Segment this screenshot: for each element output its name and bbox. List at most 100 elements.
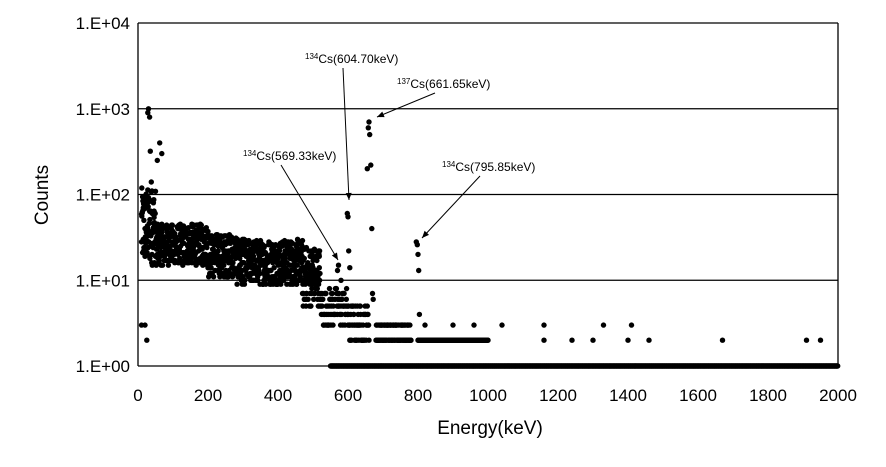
data-point — [159, 150, 165, 157]
data-point — [364, 303, 370, 309]
data-point — [217, 274, 223, 280]
data-point — [369, 290, 376, 297]
y-tick-label: 1.E+02 — [76, 186, 130, 205]
data-point — [242, 277, 248, 283]
data-point — [316, 248, 323, 254]
data-point — [261, 243, 268, 249]
annotation-arrowhead — [422, 230, 429, 238]
x-tick-label: 1200 — [539, 386, 577, 405]
peak-annotation-label: 137Cs(661.65keV) — [397, 77, 490, 91]
data-point — [147, 148, 153, 154]
data-point — [367, 131, 373, 138]
annotation-arrowhead — [377, 111, 385, 118]
data-point — [177, 255, 183, 262]
data-point — [311, 246, 318, 252]
data-point — [541, 337, 547, 343]
data-point — [234, 281, 240, 287]
y-axis-title: Counts — [32, 165, 53, 225]
x-tick-label: 1400 — [609, 386, 647, 405]
data-point — [347, 265, 353, 271]
data-point — [144, 337, 150, 343]
annotation-arrowhead — [331, 252, 338, 260]
data-point — [145, 204, 151, 210]
isotope-mass-superscript: 134 — [442, 160, 456, 169]
data-point — [314, 285, 320, 292]
x-tick-label: 400 — [264, 386, 292, 405]
data-point — [485, 337, 491, 343]
data-point — [316, 277, 323, 283]
data-point — [835, 363, 841, 369]
data-point — [366, 337, 372, 343]
data-point — [471, 322, 477, 328]
data-point — [249, 257, 256, 264]
data-point — [241, 260, 247, 266]
peak-annotation-label: 134Cs(604.70keV) — [305, 52, 398, 66]
data-point — [147, 216, 153, 223]
x-tick-label: 200 — [194, 386, 222, 405]
data-point — [299, 237, 306, 244]
data-point — [343, 296, 349, 302]
data-points — [138, 106, 841, 369]
data-point — [221, 262, 227, 268]
data-point — [351, 311, 357, 318]
data-point — [139, 185, 145, 191]
data-point — [320, 296, 326, 302]
data-point — [293, 281, 300, 287]
data-point — [414, 242, 420, 248]
y-tick-label: 1.E+00 — [76, 357, 130, 376]
data-point — [215, 248, 221, 254]
data-point — [157, 140, 163, 146]
data-point — [330, 322, 336, 328]
data-point — [341, 290, 347, 297]
data-point — [366, 119, 372, 125]
x-tick-label: 2000 — [819, 386, 857, 405]
x-tick-labels: 0 200 400 600 800 1000 1200 1400 1600 1800 2000 — [133, 386, 857, 405]
data-point — [600, 322, 607, 328]
data-point — [364, 166, 370, 172]
data-point — [230, 260, 236, 266]
x-tick-label: 600 — [334, 386, 362, 405]
data-point — [368, 162, 374, 168]
data-point — [305, 296, 311, 302]
data-point — [628, 322, 635, 328]
data-point — [282, 255, 289, 262]
data-point — [719, 337, 726, 343]
data-point — [152, 210, 158, 217]
data-point — [147, 255, 153, 262]
data-point — [319, 303, 325, 309]
data-point — [151, 197, 157, 203]
isotope-label-text: Cs(661.65keV) — [410, 77, 490, 91]
annotation-arrow-line — [376, 92, 436, 118]
isotope-mass-superscript: 134 — [243, 149, 257, 158]
data-point — [335, 262, 342, 268]
data-point — [333, 285, 340, 292]
data-point — [416, 311, 423, 318]
data-point — [307, 281, 313, 287]
data-point — [407, 322, 413, 328]
data-point — [159, 262, 166, 268]
y-tick-labels: 1.E+00 1.E+01 1.E+02 1.E+03 1.E+04 — [76, 14, 130, 376]
data-point — [416, 267, 422, 274]
data-point — [185, 225, 192, 231]
peak-annotations: 134Cs(604.70keV)137Cs(661.65keV)134Cs(56… — [243, 52, 535, 261]
data-point — [148, 179, 154, 185]
data-point — [198, 222, 204, 228]
data-point — [250, 253, 257, 259]
data-point — [369, 225, 375, 232]
data-point — [330, 303, 336, 309]
data-point — [345, 214, 351, 220]
data-point — [338, 277, 344, 283]
data-point — [343, 285, 350, 292]
data-point — [141, 217, 147, 223]
data-point — [301, 255, 307, 262]
isotope-label-text: Cs(569.33keV) — [256, 149, 336, 163]
peak-annotation-label: 134Cs(795.85keV) — [442, 160, 535, 174]
data-point — [204, 244, 210, 251]
data-point — [422, 322, 428, 328]
data-point — [803, 337, 810, 343]
data-point — [329, 290, 335, 297]
data-point — [326, 285, 333, 292]
data-point — [314, 257, 320, 264]
data-point — [415, 251, 421, 258]
